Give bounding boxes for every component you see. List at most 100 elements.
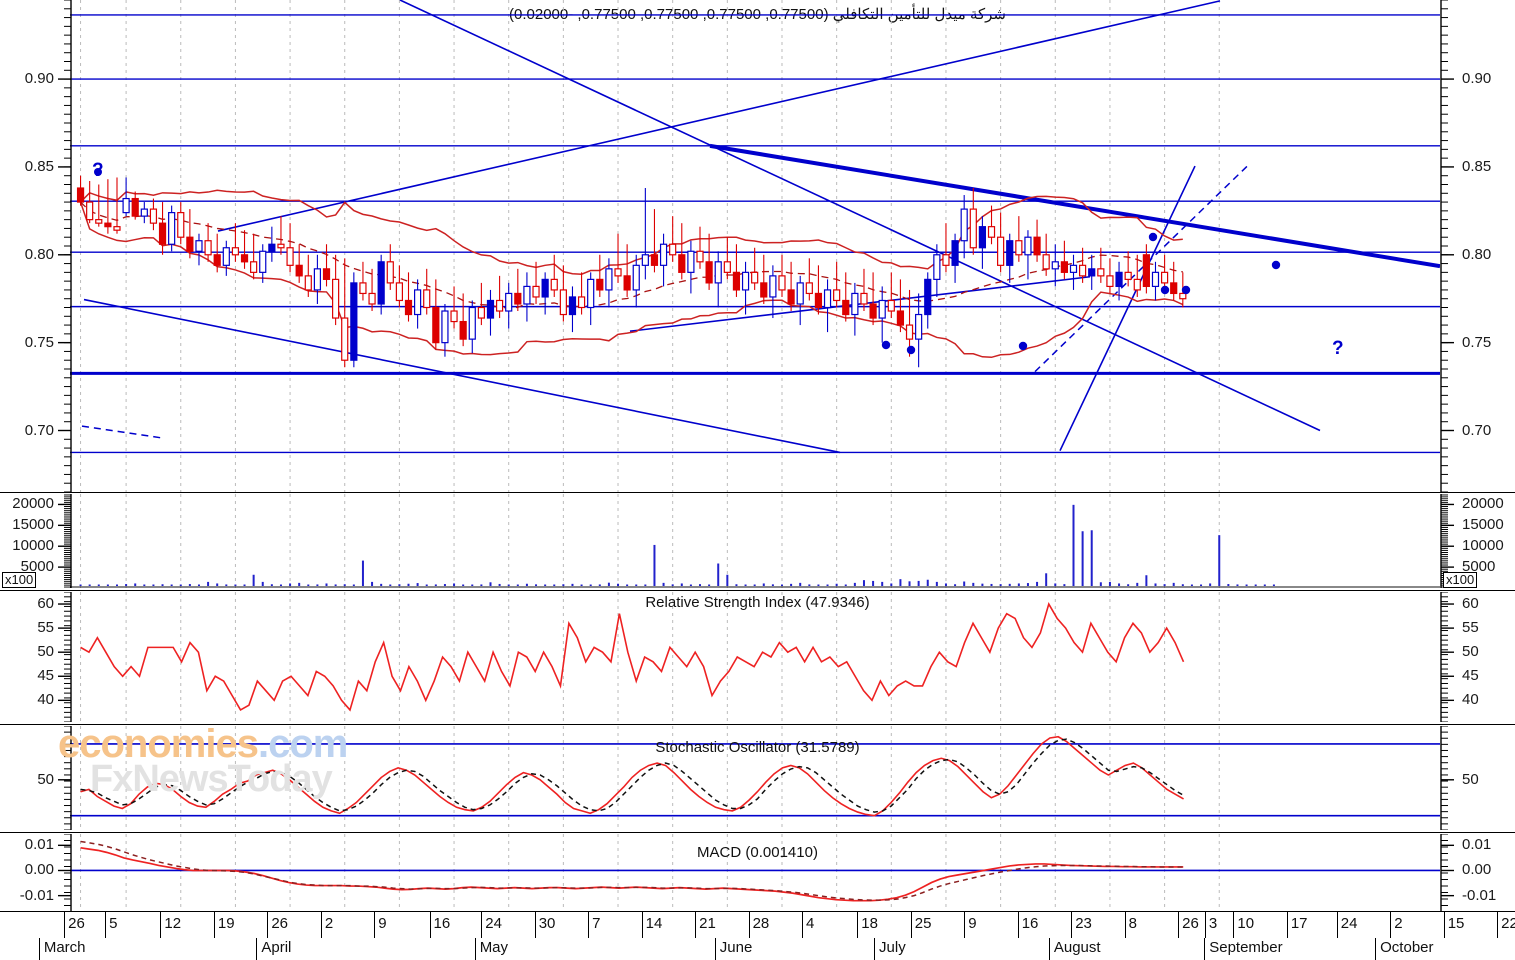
date-tick-10[interactable]: 10 [1233, 912, 1286, 938]
date-tick-2[interactable]: 2 [1390, 912, 1443, 938]
stochastic-ticks-left [58, 726, 72, 830]
date-tick-21[interactable]: 21 [695, 912, 748, 938]
volume-panel[interactable] [70, 494, 1440, 588]
axis-tick-label: 60 [1462, 595, 1479, 613]
divider-macd-axis [0, 911, 1515, 912]
watermark-fxnewstoday: FxNewsToday [90, 758, 333, 800]
price-marker-question-right: ? [1332, 338, 1344, 359]
axis-tick-label: 0.70 [24, 421, 54, 439]
date-tick-19[interactable]: 19 [213, 912, 267, 938]
axis-tick-label: 10000 [12, 537, 54, 555]
month-label-july[interactable]: July [874, 938, 1049, 960]
macd-panel[interactable] [70, 834, 1440, 912]
axis-tick-label: 0.85 [1462, 157, 1492, 175]
macd-ticks-left [58, 834, 72, 912]
rsi-panel[interactable] [70, 592, 1440, 722]
date-tick-24[interactable]: 24 [481, 912, 534, 938]
date-tick-16[interactable]: 16 [429, 912, 482, 938]
axis-tick-label: 0.01 [1462, 836, 1492, 854]
volume-plot [70, 494, 1440, 588]
rsi-plot [80, 592, 1220, 722]
axis-tick-label: 50 [37, 643, 54, 661]
stochastic-plot [70, 726, 1440, 830]
date-tick-24[interactable]: 24 [1336, 912, 1390, 938]
axis-tick-label: -0.01 [19, 886, 54, 904]
divider-price-volume [0, 492, 1515, 493]
axis-tick-label: 0.90 [24, 70, 54, 88]
axis-tick-label: 0.80 [24, 245, 54, 263]
axis-tick-label: 45 [1462, 667, 1479, 685]
month-label-may[interactable]: May [474, 938, 715, 960]
month-label-april[interactable]: April [256, 938, 474, 960]
watermark-economies-text: economies [58, 722, 259, 766]
axis-tick-label: 10000 [1462, 537, 1504, 555]
axis-tick-label: 60 [37, 595, 54, 613]
month-label-march[interactable]: March [38, 938, 257, 960]
month-label-september[interactable]: September [1204, 938, 1375, 960]
date-tick-14[interactable]: 14 [641, 912, 695, 938]
price-plot [70, 0, 1440, 492]
date-tick-3[interactable]: 3 [1204, 912, 1234, 938]
watermark-economies-domain: .com [257, 722, 348, 766]
price-ticks-left [58, 0, 72, 492]
price-marker-question-left: ? [92, 160, 104, 181]
stochastic-panel[interactable] [70, 726, 1440, 830]
axis-tick-label: -0.01 [1462, 886, 1497, 904]
stochastic-ticks-right [1440, 726, 1454, 830]
axis-tick-label: 0.80 [1462, 245, 1492, 263]
axis-tick-label: 0.00 [24, 861, 54, 879]
axis-tick-label: 50 [1462, 770, 1479, 788]
month-axis-row[interactable]: March April May June July August September Octo… [0, 938, 1515, 960]
date-tick-26[interactable]: 26 [1178, 912, 1205, 938]
volume-multiplier-left: x100 [2, 572, 37, 588]
rsi-ticks-left [58, 592, 72, 722]
axis-tick-label: 0.85 [24, 157, 54, 175]
date-tick-23[interactable]: 23 [1071, 912, 1124, 938]
axis-tick-label: 15000 [12, 516, 54, 534]
axis-tick-label: 0.75 [1462, 333, 1492, 351]
axis-tick-label: 20000 [1462, 495, 1504, 513]
divider-volume-rsi [0, 590, 1515, 591]
month-label-august[interactable]: August [1048, 938, 1204, 960]
month-label-october[interactable]: October [1375, 938, 1515, 960]
stochastic-title: Stochastic Oscillator (31.5789) [655, 739, 860, 756]
axis-tick-label: 15000 [1462, 516, 1504, 534]
axis-tick-label: 45 [37, 667, 54, 685]
date-tick-28[interactable]: 28 [748, 912, 802, 938]
date-tick-9[interactable]: 9 [374, 912, 429, 938]
date-tick-18[interactable]: 18 [857, 912, 910, 938]
axis-tick-label: 0.90 [1462, 70, 1492, 88]
date-tick-12[interactable]: 12 [160, 912, 213, 938]
month-label-june[interactable]: June [714, 938, 874, 960]
axis-tick-label: 5000 [1462, 558, 1496, 576]
axis-tick-label: 40 [1462, 691, 1479, 709]
date-tick-9[interactable]: 9 [964, 912, 1017, 938]
axis-tick-label: 40 [37, 691, 54, 709]
date-tick-2[interactable]: 2 [320, 912, 374, 938]
axis-tick-label: 20000 [12, 495, 54, 513]
price-ticks-right [1440, 0, 1454, 492]
price-panel[interactable] [70, 0, 1440, 492]
divider-stoch-macd [0, 832, 1515, 833]
date-tick-17[interactable]: 17 [1286, 912, 1337, 938]
date-tick-15[interactable]: 15 [1443, 912, 1497, 938]
date-tick-5[interactable]: 5 [105, 912, 160, 938]
date-tick-8[interactable]: 8 [1124, 912, 1178, 938]
date-tick-26[interactable]: 26 [64, 912, 105, 938]
watermark-economies: economies.com [58, 722, 348, 767]
axis-tick-label: 0.01 [24, 836, 54, 854]
axis-tick-label: 50 [1462, 643, 1479, 661]
date-tick-26[interactable]: 26 [267, 912, 320, 938]
date-tick-7[interactable]: 7 [588, 912, 641, 938]
date-tick-22[interactable]: 22 [1497, 912, 1515, 938]
axis-tick-label: 5000 [20, 558, 54, 576]
date-axis-row[interactable]: 26 5 12 19 26 2 9 16 24 30 7 14 21 28 4 18 25 9 16 23 8 26 3 10… [0, 912, 1515, 938]
date-tick-16[interactable]: 16 [1017, 912, 1071, 938]
date-tick-4[interactable]: 4 [802, 912, 857, 938]
axis-tick-label: 55 [1462, 619, 1479, 637]
macd-plot [70, 834, 1440, 912]
date-tick-30[interactable]: 30 [534, 912, 588, 938]
date-tick-25[interactable]: 25 [910, 912, 964, 938]
axis-tick-label: 55 [37, 619, 54, 637]
axis-tick-label: 0.70 [1462, 421, 1492, 439]
